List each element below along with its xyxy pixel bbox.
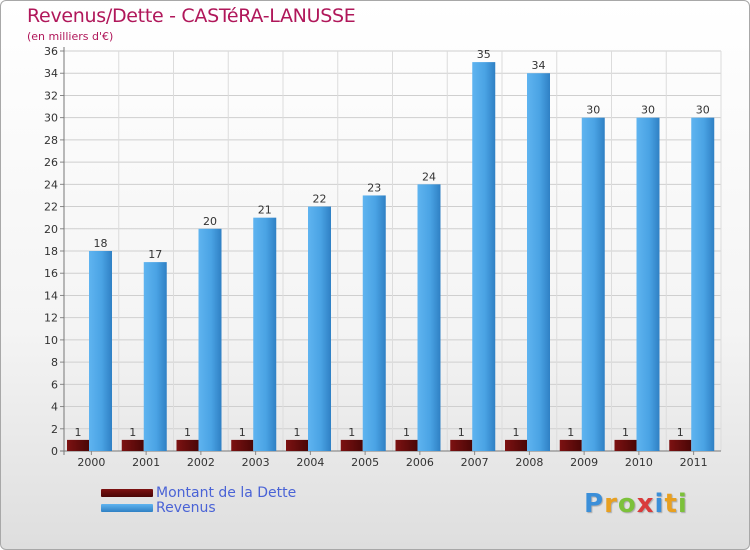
label-dette-2001: 1 [129, 426, 136, 439]
label-dette-2008: 1 [513, 426, 520, 439]
x-tick-label-2005: 2005 [351, 456, 379, 469]
x-tick-label-2007: 2007 [461, 456, 489, 469]
label-dette-2007: 1 [458, 426, 465, 439]
label-revenus-2007: 35 [477, 48, 491, 61]
x-tick-label-2003: 2003 [242, 456, 270, 469]
bar-revenus-2008 [527, 73, 550, 451]
y-tick-label: 16 [44, 267, 58, 280]
logo-letter: i [677, 489, 688, 519]
x-tick-label-2002: 2002 [187, 456, 215, 469]
y-tick-label: 30 [44, 112, 58, 125]
chart-subtitle: (en milliers d'€) [27, 30, 114, 43]
bar-dette-2009 [559, 439, 582, 451]
y-tick-label: 20 [44, 223, 58, 236]
label-revenus-2006: 24 [422, 170, 436, 183]
x-tick-label-2000: 2000 [77, 456, 105, 469]
legend-swatch-dette [101, 489, 153, 497]
y-tick-label: 2 [51, 423, 58, 436]
chart-title: Revenus/Dette - CASTéRA-LANUSSE [27, 5, 356, 27]
bars [67, 62, 715, 452]
legend-swatch-revenus [101, 504, 153, 512]
bar-revenus-2006 [417, 184, 441, 452]
label-dette-2006: 1 [403, 426, 410, 439]
label-revenus-2003: 21 [258, 204, 272, 217]
bar-dette-2003 [231, 439, 254, 451]
label-revenus-2002: 20 [203, 215, 217, 228]
y-tick-label: 32 [44, 89, 58, 102]
y-tick-label: 6 [51, 378, 58, 391]
label-revenus-2008: 34 [532, 59, 546, 72]
label-dette-2002: 1 [184, 426, 191, 439]
bar-revenus-2004 [308, 206, 331, 451]
bar-revenus-2010 [636, 117, 660, 452]
y-tick-label: 24 [44, 178, 58, 191]
y-tick-label: 14 [44, 289, 58, 302]
bar-revenus-2007 [472, 62, 496, 451]
x-tick-label-2011: 2011 [680, 456, 708, 469]
bar-dette-2004 [286, 439, 308, 451]
x-tick-label-2009: 2009 [570, 456, 598, 469]
y-tick-label: 10 [44, 334, 58, 347]
x-tick-label-2010: 2010 [625, 456, 653, 469]
logo-letter: x [636, 489, 655, 519]
logo-letter: o [617, 489, 637, 519]
bar-dette-2006 [395, 439, 418, 451]
y-tick-label: 0 [51, 445, 58, 458]
y-tick-label: 34 [44, 67, 58, 80]
label-revenus-2011: 30 [696, 104, 710, 117]
bar-revenus-2003 [253, 217, 277, 451]
bar-revenus-2000 [89, 251, 112, 451]
label-dette-2004: 1 [294, 426, 301, 439]
logo-letter: P [584, 489, 605, 519]
proxiti-logo: Proxiti [584, 489, 688, 519]
legend-label-revenus: Revenus [156, 500, 216, 516]
bar-dette-2008 [505, 439, 527, 451]
bar-dette-2010 [614, 439, 637, 451]
label-dette-2011: 1 [677, 426, 684, 439]
logo-letter: t [664, 489, 678, 519]
label-dette-2009: 1 [567, 426, 574, 439]
label-dette-2000: 1 [75, 426, 82, 439]
label-revenus-2010: 30 [641, 104, 655, 117]
label-dette-2003: 1 [239, 426, 246, 439]
bar-dette-2002 [176, 439, 199, 451]
y-tick-label: 12 [44, 312, 58, 325]
x-tick-label-2008: 2008 [515, 456, 543, 469]
label-revenus-2001: 17 [148, 248, 162, 261]
y-tick-label: 26 [44, 156, 58, 169]
label-revenus-2005: 23 [367, 181, 381, 194]
y-tick-label: 28 [44, 134, 58, 147]
x-tick-label-2004: 2004 [296, 456, 324, 469]
logo-letter: r [604, 489, 618, 519]
y-tick-label: 4 [51, 401, 58, 414]
bar-revenus-2005 [362, 195, 386, 451]
label-revenus-2004: 22 [313, 193, 327, 206]
x-tick-label-2001: 2001 [132, 456, 160, 469]
label-dette-2010: 1 [622, 426, 629, 439]
y-tick-label: 8 [51, 356, 58, 369]
x-tick-label-2006: 2006 [406, 456, 434, 469]
bar-dette-2005 [340, 439, 363, 451]
label-dette-2005: 1 [348, 426, 355, 439]
bar-dette-2001 [121, 439, 144, 451]
y-tick-label: 22 [44, 201, 58, 214]
bar-dette-2000 [67, 439, 89, 451]
y-tick-label: 18 [44, 245, 58, 258]
label-revenus-2000: 18 [94, 237, 108, 250]
bar-revenus-2001 [143, 262, 167, 451]
logo-letter: i [654, 489, 665, 519]
y-tick-label: 36 [44, 45, 58, 58]
data-labels: 1 18 1 17 1 20 1 21 1 22 1 23 1 24 1 35 1 34 1 30 1 30 1 30 [75, 48, 710, 439]
bar-revenus-2011 [691, 117, 715, 452]
bar-revenus-2009 [581, 117, 605, 452]
label-revenus-2009: 30 [586, 104, 600, 117]
bar-dette-2007 [450, 439, 473, 451]
bar-dette-2011 [669, 439, 692, 451]
bar-revenus-2002 [198, 228, 222, 451]
legend-label-dette: Montant de la Dette [156, 485, 297, 501]
